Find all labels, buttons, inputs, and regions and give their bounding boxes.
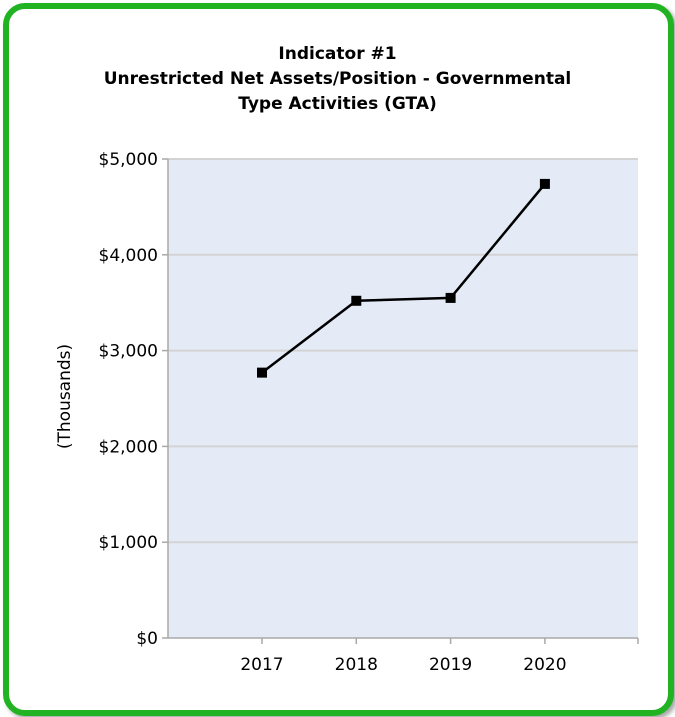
y-tick-label: $1,000 <box>99 533 158 553</box>
chart-title: Indicator #1 Unrestricted Net Assets/Pos… <box>0 42 675 117</box>
plot-area <box>168 159 638 638</box>
y-tick-label: $0 <box>136 629 158 649</box>
y-tick-label: $2,000 <box>99 437 158 457</box>
y-tick-label: $3,000 <box>99 342 158 362</box>
y-tick-label: $4,000 <box>99 246 158 266</box>
x-tick-label: 2020 <box>523 655 566 675</box>
chart-title-line-1: Indicator #1 <box>278 44 397 64</box>
x-tick-label: 2019 <box>429 655 472 675</box>
data-point-marker <box>351 295 362 306</box>
data-point-marker <box>539 178 550 189</box>
series-line <box>261 183 546 374</box>
chart-title-line-3: Type Activities (GTA) <box>238 94 437 114</box>
data-point-marker <box>257 367 267 378</box>
data-point-marker <box>445 292 456 303</box>
x-tick-label: 2018 <box>335 655 378 675</box>
y-axis-label: (Thousands) <box>55 344 75 449</box>
chart-title-line-2: Unrestricted Net Assets/Position - Gover… <box>103 69 572 89</box>
y-tick-label: $5,000 <box>99 150 158 170</box>
x-tick-label: 2017 <box>240 655 283 675</box>
